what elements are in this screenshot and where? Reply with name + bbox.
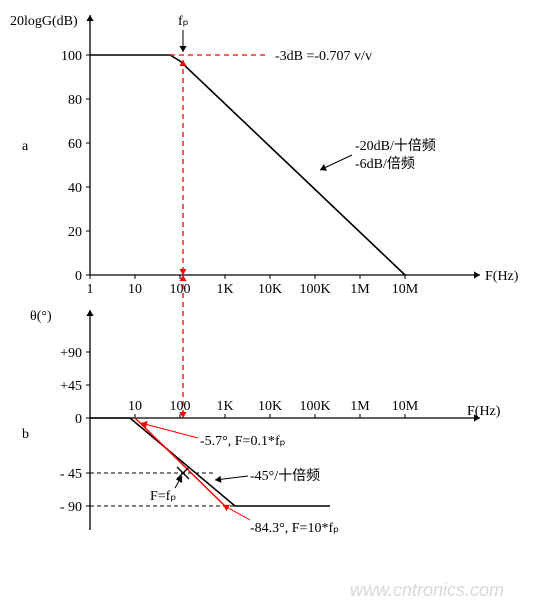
svg-text:100: 100 (61, 49, 82, 64)
svg-text:- 45: - 45 (60, 467, 82, 482)
svg-text:10: 10 (128, 282, 142, 297)
svg-text:-20dB/十倍频: -20dB/十倍频 (355, 138, 436, 154)
svg-text:-84.3°, F=10*fₚ: -84.3°, F=10*fₚ (250, 521, 339, 536)
svg-text:F(Hz): F(Hz) (467, 404, 501, 419)
svg-text:1K: 1K (216, 399, 233, 414)
svg-text:60: 60 (68, 137, 82, 152)
svg-text:10K: 10K (258, 282, 282, 297)
svg-text:-45°/十倍频: -45°/十倍频 (250, 468, 320, 484)
svg-text:20logG(dB): 20logG(dB) (10, 14, 78, 29)
svg-text:0: 0 (75, 412, 82, 427)
svg-text:40: 40 (68, 181, 82, 196)
svg-text:1K: 1K (216, 282, 233, 297)
svg-text:-3dB =-0.707 v/v: -3dB =-0.707 v/v (275, 49, 372, 64)
svg-text:10M: 10M (392, 399, 419, 414)
svg-text:F=fₚ: F=fₚ (150, 489, 176, 504)
svg-text:20: 20 (68, 225, 82, 240)
plot-svg: 0204060801001101001K10K100K1M10M20logG(d… (0, 0, 534, 606)
svg-text:fₚ: fₚ (178, 14, 189, 29)
svg-text:θ(°): θ(°) (30, 309, 52, 324)
svg-text:100: 100 (170, 282, 191, 297)
svg-text:100K: 100K (299, 282, 330, 297)
svg-text:10K: 10K (258, 399, 282, 414)
svg-text:1: 1 (87, 282, 94, 297)
svg-text:-5.7°, F=0.1*fₚ: -5.7°, F=0.1*fₚ (200, 434, 286, 449)
svg-text:80: 80 (68, 93, 82, 108)
svg-text:b: b (22, 427, 29, 442)
svg-text:+45: +45 (60, 379, 82, 394)
svg-text:100: 100 (170, 399, 191, 414)
svg-text:100K: 100K (299, 399, 330, 414)
svg-text:1M: 1M (350, 399, 370, 414)
bode-plot-figure: 0204060801001101001K10K100K1M10M20logG(d… (0, 0, 534, 606)
svg-text:10M: 10M (392, 282, 419, 297)
svg-text:F(Hz): F(Hz) (485, 269, 519, 284)
svg-text:+90: +90 (60, 346, 82, 361)
svg-text:0: 0 (75, 269, 82, 284)
svg-text:a: a (22, 139, 29, 154)
svg-text:10: 10 (128, 399, 142, 414)
svg-text:-6dB/倍频: -6dB/倍频 (355, 156, 415, 172)
svg-text:- 90: - 90 (60, 500, 82, 515)
svg-text:1M: 1M (350, 282, 370, 297)
